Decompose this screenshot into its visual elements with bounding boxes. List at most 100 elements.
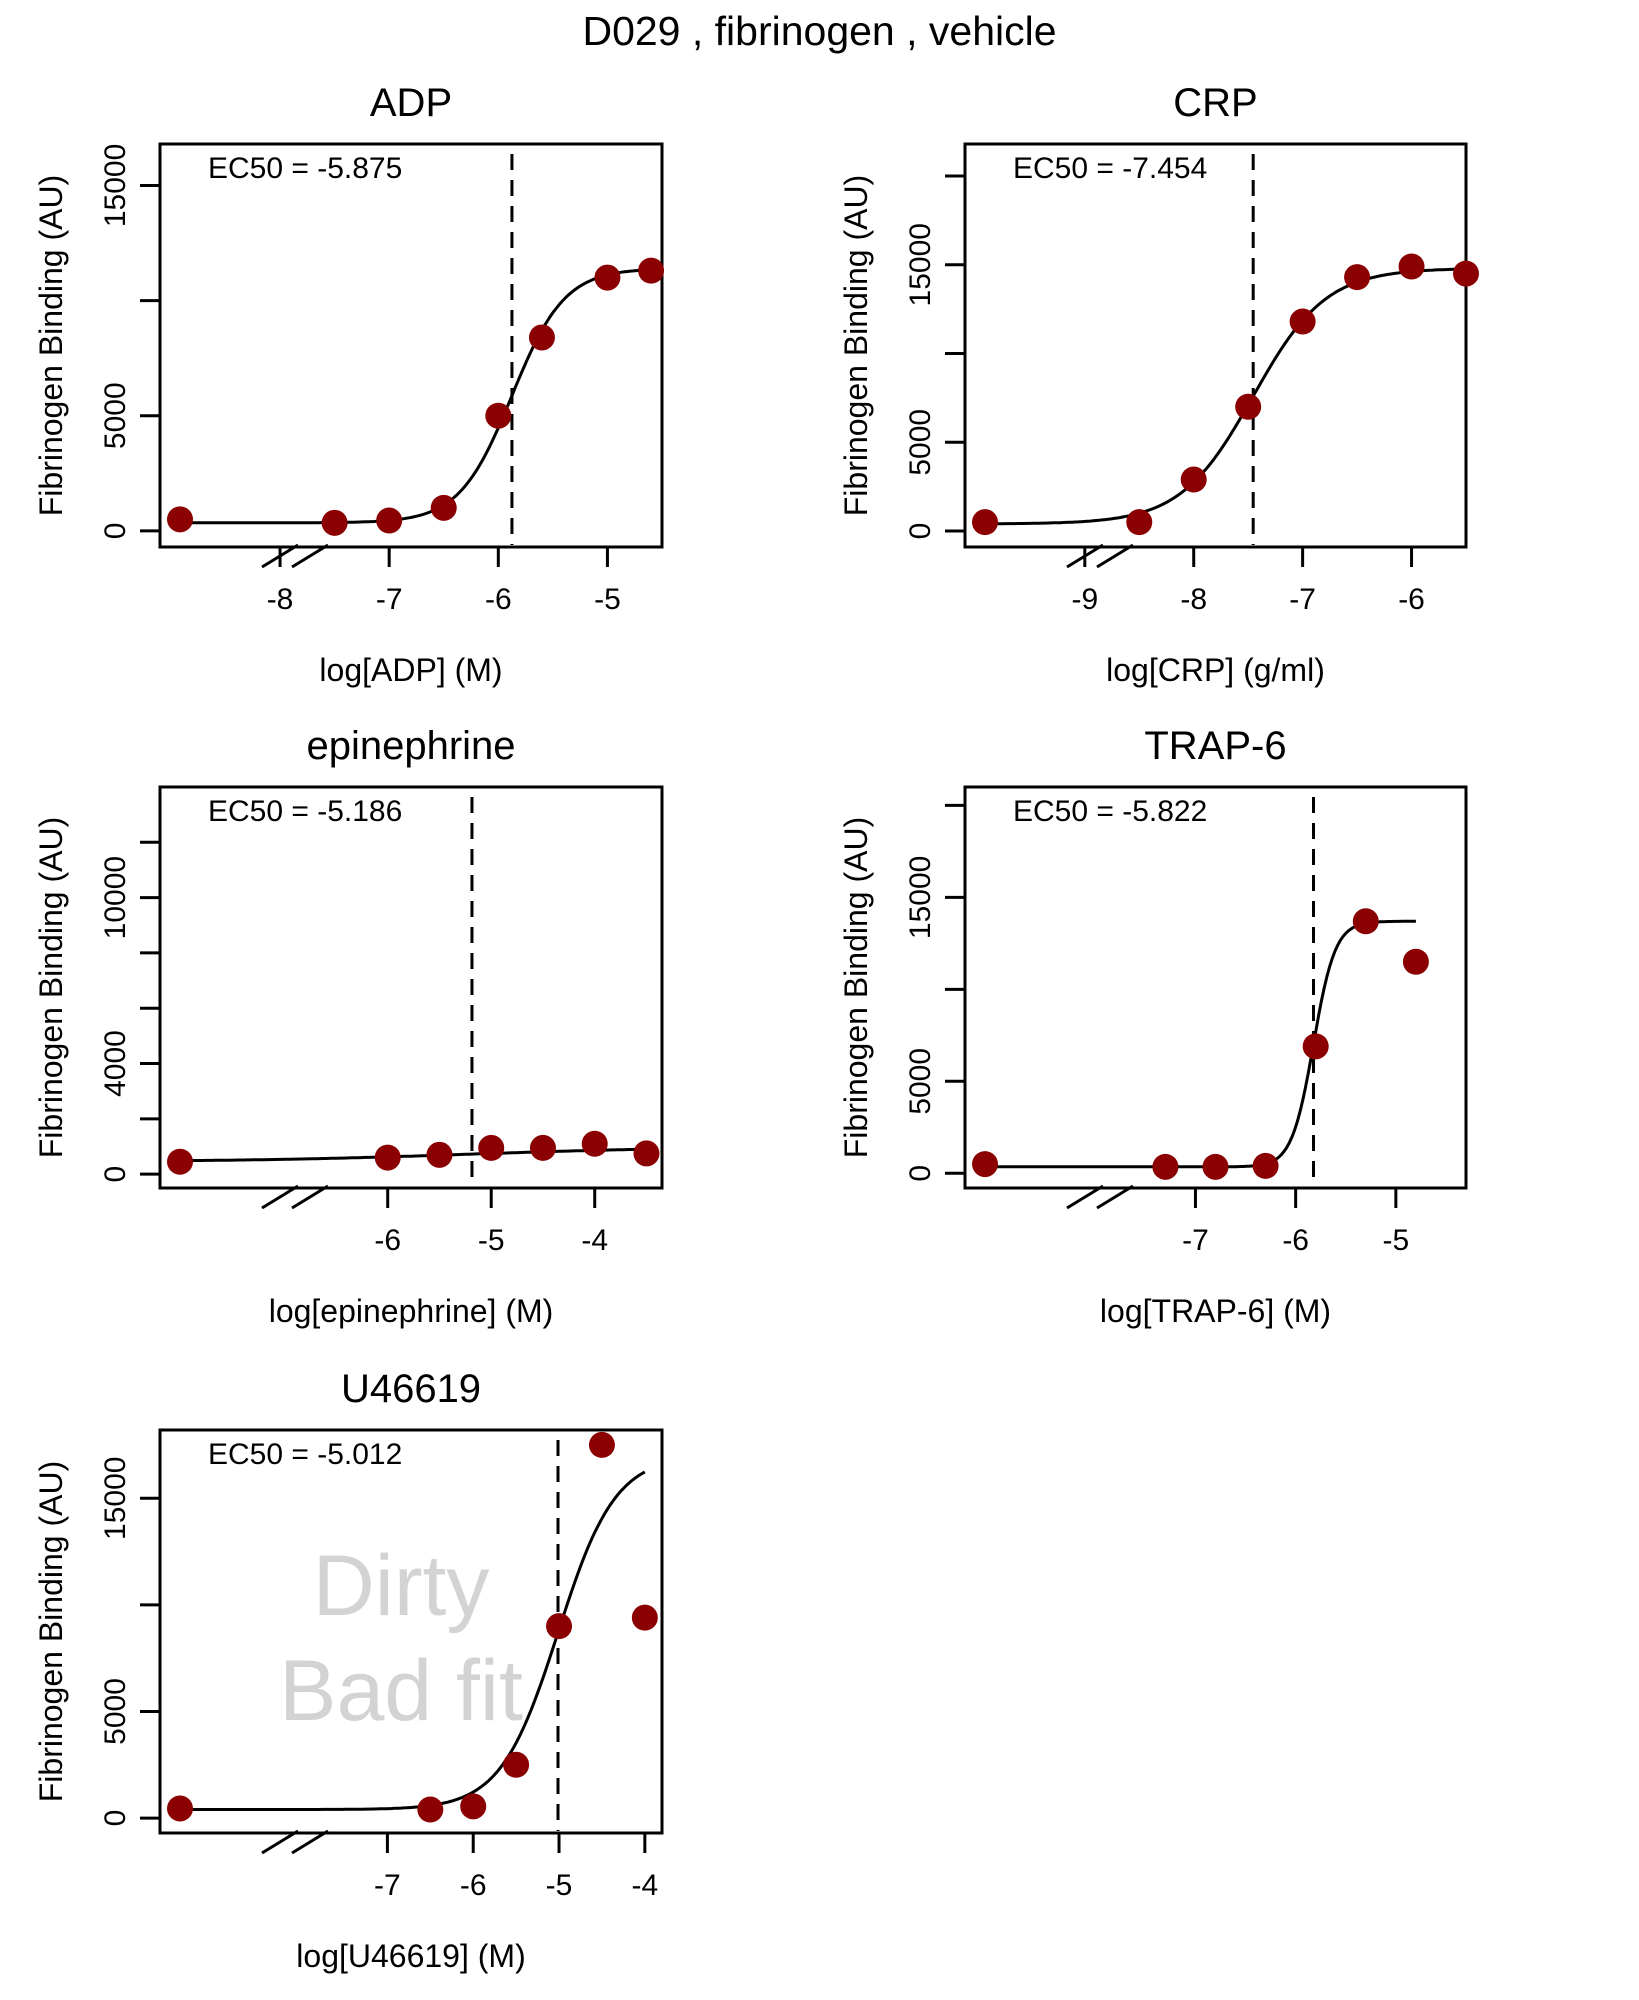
x-tick-label: -7 xyxy=(374,1869,401,1902)
x-tick-label: -8 xyxy=(1180,583,1207,616)
axis-break-mark xyxy=(261,1829,299,1855)
y-tick-label: 15000 xyxy=(904,223,937,306)
data-point xyxy=(633,1140,660,1167)
data-point xyxy=(1126,509,1153,536)
data-point xyxy=(594,264,621,291)
x-tick-label: -7 xyxy=(376,583,403,616)
x-axis-label: log[epinephrine] (M) xyxy=(269,1293,554,1329)
axis-break-mark xyxy=(291,1829,329,1855)
data-point xyxy=(1344,264,1371,291)
data-point xyxy=(1453,260,1479,287)
panel-epinephrine: epinephrine 0 4000 10000 Fibrinogen Binding … xyxy=(33,724,664,1329)
x-axis-label: log[ADP] (M) xyxy=(319,652,502,688)
panel-trap-6: TRAP-6 0 5000 15000 Fibrinogen Binding (AU) -… xyxy=(838,724,1468,1329)
data-point xyxy=(417,1796,444,1823)
fit-curve xyxy=(985,919,1416,1169)
data-point xyxy=(528,324,555,351)
baseline-point xyxy=(167,1795,193,1822)
y-axis-label: Fibrinogen Binding (AU) xyxy=(33,175,69,517)
data-point xyxy=(546,1613,573,1640)
y-tick-label: 5000 xyxy=(99,1678,132,1745)
x-tick-label: -5 xyxy=(546,1869,573,1902)
data-point xyxy=(426,1141,453,1168)
panel-crp: CRP 0 5000 15000 Fibrinogen Binding (AU) -9 -8… xyxy=(838,81,1479,688)
data-point xyxy=(1252,1152,1279,1179)
x-tick-label: -8 xyxy=(267,583,294,616)
panel-title: ADP xyxy=(370,81,452,125)
figure-title: D029 , fibrinogen , vehicle xyxy=(582,8,1057,54)
y-axis-label: Fibrinogen Binding (AU) xyxy=(33,817,69,1159)
axis-break-mark xyxy=(1066,543,1104,569)
data-point xyxy=(503,1751,530,1778)
y-tick-label: 5000 xyxy=(904,1048,937,1115)
axis-break-mark xyxy=(261,543,299,569)
y-tick-label: 5000 xyxy=(904,409,937,476)
x-tick-label: -6 xyxy=(1398,583,1425,616)
data-point xyxy=(485,402,512,429)
y-axis-label: Fibrinogen Binding (AU) xyxy=(838,175,874,517)
data-point xyxy=(1235,393,1262,420)
baseline-point xyxy=(972,509,998,536)
x-tick-label: -4 xyxy=(631,1869,658,1902)
panel-title: TRAP-6 xyxy=(1144,724,1286,768)
y-tick-label: 15000 xyxy=(904,856,937,939)
axis-break-mark xyxy=(1096,1184,1134,1210)
ec50-label: EC50 = -5.822 xyxy=(1013,795,1207,828)
x-tick-label: -6 xyxy=(374,1224,401,1257)
panel-title: U46619 xyxy=(341,1367,481,1411)
data-point xyxy=(478,1134,505,1161)
x-axis-label: log[CRP] (g/ml) xyxy=(1106,652,1325,688)
x-tick-label: -7 xyxy=(1289,583,1316,616)
data-point xyxy=(1152,1153,1179,1180)
x-axis-label: log[TRAP-6] (M) xyxy=(1100,1293,1331,1329)
data-point xyxy=(631,1604,658,1631)
x-axis-label: log[U46619] (M) xyxy=(296,1938,525,1974)
plot-frame xyxy=(158,785,664,1190)
data-point xyxy=(1398,253,1425,280)
data-point xyxy=(638,257,665,284)
y-axis-label: Fibrinogen Binding (AU) xyxy=(33,1461,69,1803)
x-tick-label: -6 xyxy=(1282,1224,1309,1257)
y-tick-label: 0 xyxy=(904,523,937,540)
y-tick-label: 10000 xyxy=(99,856,132,939)
data-point xyxy=(321,509,348,536)
baseline-point xyxy=(972,1151,998,1178)
data-point xyxy=(1289,308,1316,335)
ec50-label: EC50 = -5.012 xyxy=(208,1438,402,1471)
panel-title: CRP xyxy=(1173,81,1257,125)
axis-break-mark xyxy=(1096,543,1134,569)
y-tick-label: 0 xyxy=(99,1810,132,1827)
data-point xyxy=(1202,1153,1229,1180)
x-tick-label: -6 xyxy=(485,583,512,616)
x-tick-label: -5 xyxy=(478,1224,505,1257)
ec50-label: EC50 = -5.875 xyxy=(208,152,402,185)
data-point xyxy=(1352,908,1379,935)
x-tick-label: -9 xyxy=(1071,583,1098,616)
data-point xyxy=(430,494,457,521)
x-tick-label: -6 xyxy=(460,1869,487,1902)
y-axis-label: Fibrinogen Binding (AU) xyxy=(838,817,874,1159)
fit-curve xyxy=(179,1147,647,1163)
data-point xyxy=(1180,466,1207,493)
axis-break-mark xyxy=(291,1184,329,1210)
plot-frame xyxy=(963,785,1468,1190)
baseline-point xyxy=(167,506,193,533)
y-tick-label: 15000 xyxy=(99,144,132,227)
y-tick-label: 0 xyxy=(904,1165,937,1182)
ec50-label: EC50 = -5.186 xyxy=(208,795,402,828)
axis-break-mark xyxy=(1066,1184,1104,1210)
x-tick-label: -7 xyxy=(1182,1224,1209,1257)
y-tick-label: 4000 xyxy=(99,1030,132,1097)
plot-frame xyxy=(963,142,1468,549)
y-tick-label: 0 xyxy=(99,523,132,540)
data-point xyxy=(460,1793,487,1820)
y-tick-label: 0 xyxy=(99,1166,132,1183)
watermark-text: Bad fit xyxy=(279,1643,523,1739)
panel-adp: ADP 0 5000 15000 Fibrinogen Binding (AU) -8 -7… xyxy=(33,81,665,688)
panel-title: epinephrine xyxy=(306,724,515,768)
axis-break-mark xyxy=(261,1184,299,1210)
data-point xyxy=(1302,1033,1329,1060)
data-point xyxy=(374,1144,401,1171)
plot-frame xyxy=(158,1428,664,1835)
